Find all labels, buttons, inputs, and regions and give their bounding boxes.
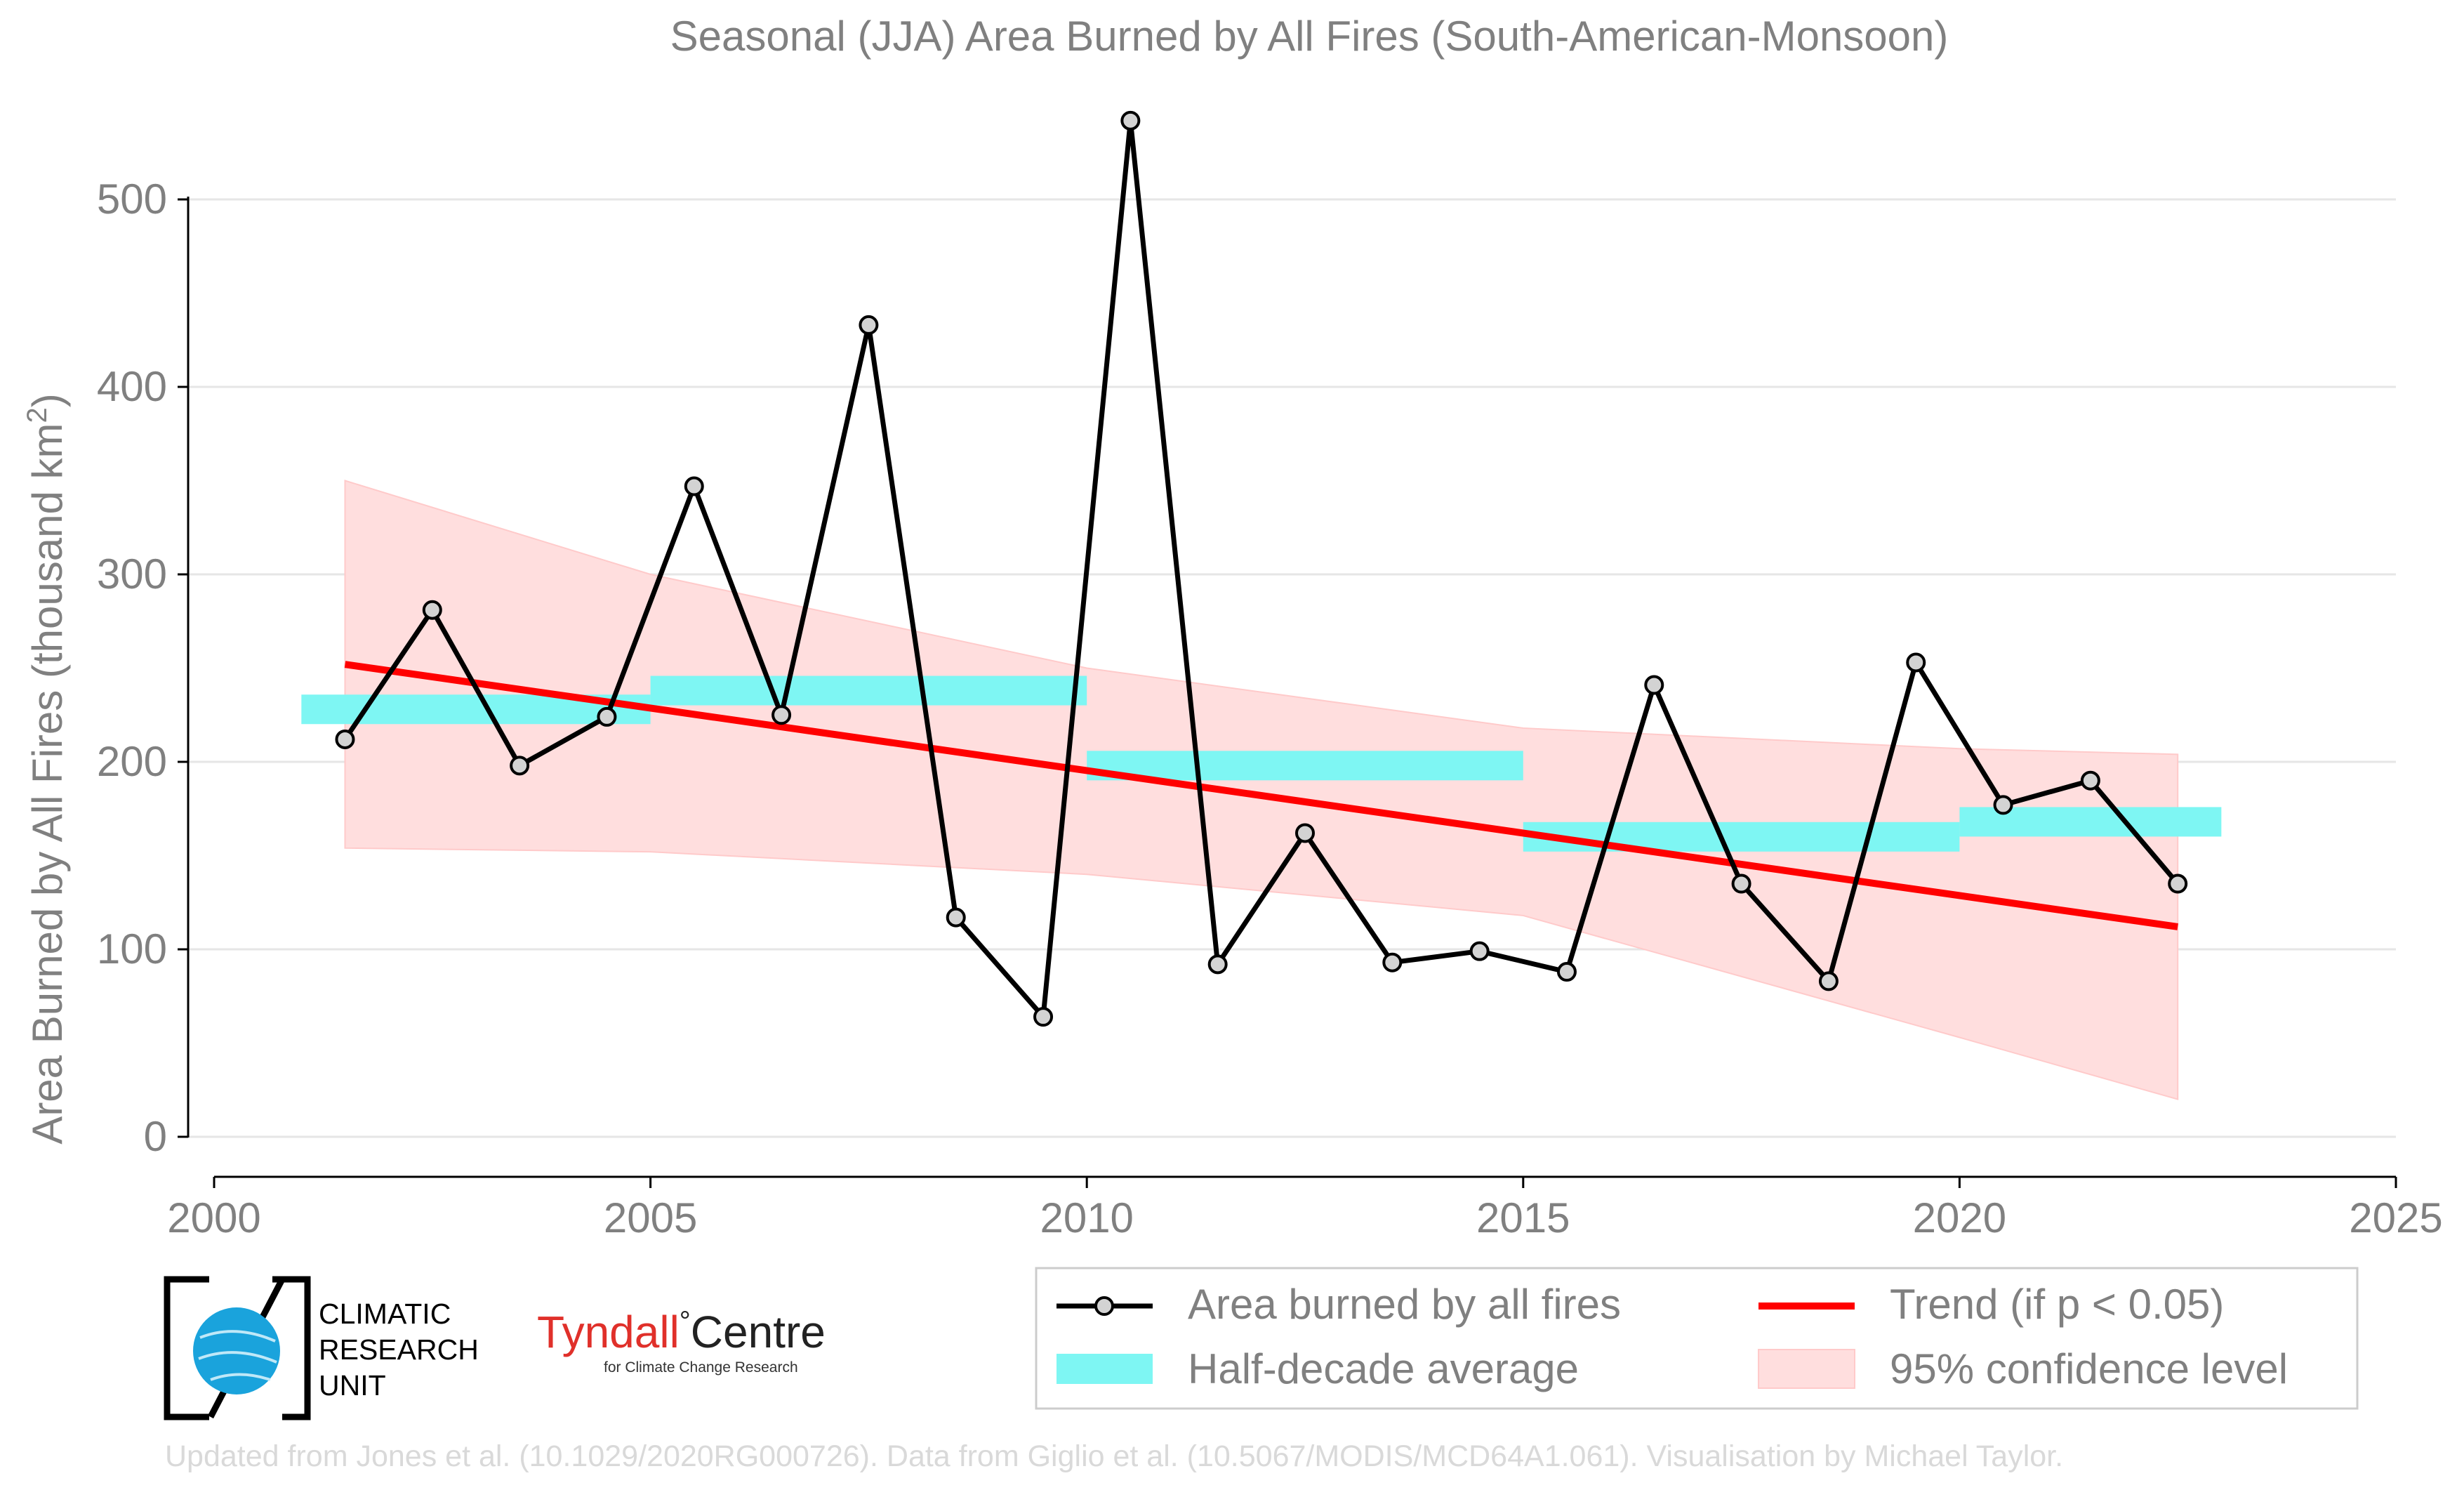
data-point xyxy=(771,705,792,725)
trend-layer xyxy=(344,661,2178,930)
cru-line-3: UNIT xyxy=(319,1369,386,1402)
data-point xyxy=(1207,954,1228,975)
tyndall-word: Tyndall xyxy=(537,1307,680,1357)
data-point xyxy=(684,476,704,496)
tyndall-logo: Tyndall°Centre for Climate Change Resear… xyxy=(537,1306,826,1376)
half-decade-bar xyxy=(1087,751,1523,781)
x-tick-label: 2010 xyxy=(1040,1194,1133,1241)
x-ticks: 2000 2005 2010 2015 2020 2025 xyxy=(167,1177,2443,1241)
y-tick-label: 400 xyxy=(97,363,167,410)
data-point xyxy=(2168,873,2188,894)
data-point xyxy=(335,729,355,749)
x-tick-label: 2005 xyxy=(604,1194,697,1241)
tyndall-subtitle: for Climate Change Research xyxy=(604,1359,798,1376)
y-tick-label: 100 xyxy=(97,925,167,972)
data-point xyxy=(1644,675,1664,695)
series-line-area-burned xyxy=(343,118,2180,1020)
legend-label-trend: Trend (if p < 0.05) xyxy=(1890,1281,2224,1328)
y-axis-label: Area Burned by All Fires (thousand km2) xyxy=(22,393,71,1144)
data-point xyxy=(597,706,617,727)
data-point xyxy=(2080,770,2100,791)
data-point xyxy=(510,756,530,776)
legend-label-area: Area burned by all fires xyxy=(1188,1281,1621,1328)
data-point xyxy=(1993,795,2013,815)
cru-globe-icon xyxy=(193,1307,280,1394)
legend-frame xyxy=(1035,1267,2359,1410)
y-axis-label-sup: 2 xyxy=(22,407,53,423)
marker-layer xyxy=(335,110,2188,1027)
chart-title: Seasonal (JJA) Area Burned by All Fires … xyxy=(670,13,1949,60)
legend-swatch-confidence xyxy=(1758,1349,1855,1389)
data-point xyxy=(1469,941,1490,961)
y-axis-label-main: Area Burned by All Fires (thousand km xyxy=(24,423,71,1145)
y-tick-label: 500 xyxy=(97,176,167,223)
data-point xyxy=(1731,873,1751,894)
tyndall-degree: ° xyxy=(679,1306,691,1337)
half-decade-bar xyxy=(650,675,1087,706)
y-tick-label: 200 xyxy=(97,738,167,785)
legend-label-confidence: 95% confidence level xyxy=(1890,1345,2288,1392)
data-point xyxy=(1906,652,1926,673)
cru-line-2: RESEARCH xyxy=(319,1333,479,1366)
series-line-layer xyxy=(343,118,2180,1020)
tyndall-wordmark: Tyndall°Centre xyxy=(537,1306,826,1358)
confidence-band-layer xyxy=(344,480,2179,1100)
y-ticks: 0 100 200 300 400 500 xyxy=(97,176,188,1160)
confidence-band xyxy=(344,480,2179,1100)
y-axis-label-close: ) xyxy=(24,393,71,407)
y-tick-label: 300 xyxy=(97,550,167,598)
data-point xyxy=(1295,823,1315,843)
tyndall-centre-word: Centre xyxy=(690,1307,826,1357)
legend-swatch-half-decade xyxy=(1057,1354,1153,1384)
trend-line xyxy=(344,661,2178,930)
y-tick-label: 0 xyxy=(144,1113,167,1160)
legend-label-half-decade: Half-decade average xyxy=(1188,1345,1579,1392)
data-point xyxy=(1818,971,1839,991)
cru-line-1: CLIMATIC xyxy=(319,1298,451,1330)
x-tick-label: 2015 xyxy=(1476,1194,1570,1241)
footer-credits: Updated from Jones et al. (10.1029/2020R… xyxy=(165,1439,2064,1473)
cru-logo-mark xyxy=(164,1276,311,1420)
data-point xyxy=(946,907,966,928)
data-point xyxy=(1382,952,1403,972)
data-point xyxy=(422,600,442,620)
x-tick-label: 2000 xyxy=(167,1194,260,1241)
cru-logo-text: CLIMATIC RESEARCH UNIT xyxy=(319,1296,479,1404)
data-point xyxy=(1033,1007,1054,1027)
data-point xyxy=(1556,962,1577,982)
x-tick-label: 2020 xyxy=(1913,1194,2006,1241)
half-decade-bar xyxy=(1523,822,1960,852)
legend-swatch-marker xyxy=(1094,1296,1114,1316)
data-point xyxy=(1120,110,1141,131)
x-tick-label: 2025 xyxy=(2349,1194,2442,1241)
data-point xyxy=(859,315,879,335)
legend: Area burned by all fires Half-decade ave… xyxy=(1035,1267,2359,1410)
